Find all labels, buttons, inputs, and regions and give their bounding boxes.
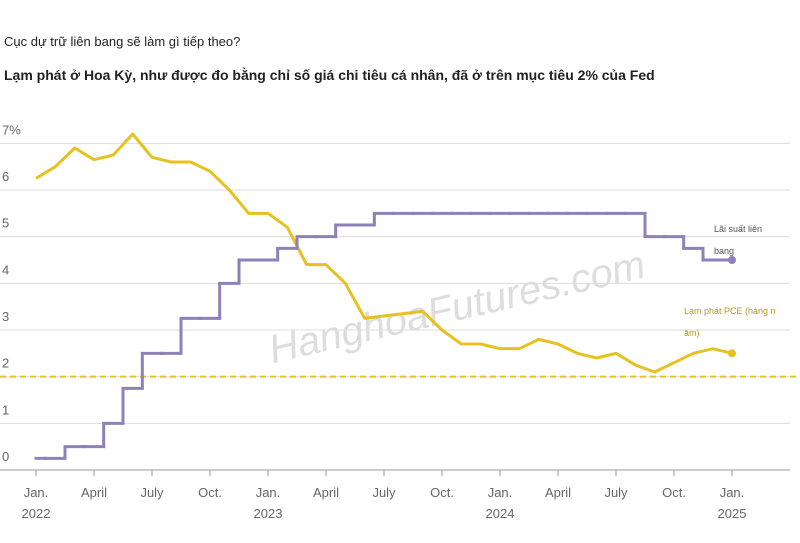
x-tick-label: July (604, 485, 628, 500)
x-tick-label: July (372, 485, 396, 500)
series-label: Lãi suất liên bang (714, 224, 763, 256)
x-tick-label: Oct. (430, 485, 454, 500)
end-dot (728, 256, 736, 264)
x-tick-label: Oct. (198, 485, 222, 500)
y-tick-label: 0 (2, 449, 9, 464)
chart-title: Cục dự trữ liên bang sẽ làm gì tiếp theo… (4, 34, 240, 49)
series-label: Lạm phát PCE (hàng năm) (684, 306, 776, 338)
x-tick-label: Jan. (720, 485, 745, 500)
y-tick-label: 1 (2, 402, 9, 417)
series-line (35, 132, 733, 374)
y-tick-label: 4 (2, 262, 9, 277)
x-tick-label: July (140, 485, 164, 500)
x-year-label: 2022 (22, 506, 51, 521)
watermark: HanghoaFutures.com (265, 243, 650, 372)
chart-subtitle: Lạm phát ở Hoa Kỳ, như được đo bằng chỉ … (4, 66, 655, 83)
y-tick-label: 7% (2, 122, 21, 137)
x-tick-label: Jan. (24, 485, 49, 500)
y-tick-label: 2 (2, 356, 9, 371)
x-year-label: 2025 (718, 506, 747, 521)
x-tick-label: April (81, 485, 107, 500)
x-tick-label: April (313, 485, 339, 500)
x-year-label: 2024 (486, 506, 515, 521)
x-tick-label: Oct. (662, 485, 686, 500)
end-dot (728, 349, 736, 358)
y-tick-label: 6 (2, 169, 9, 184)
x-tick-label: April (545, 485, 571, 500)
x-tick-label: Jan. (256, 485, 281, 500)
x-year-label: 2023 (254, 506, 283, 521)
x-tick-label: Jan. (488, 485, 513, 500)
y-tick-label: 3 (2, 309, 9, 324)
y-tick-label: 5 (2, 216, 9, 231)
